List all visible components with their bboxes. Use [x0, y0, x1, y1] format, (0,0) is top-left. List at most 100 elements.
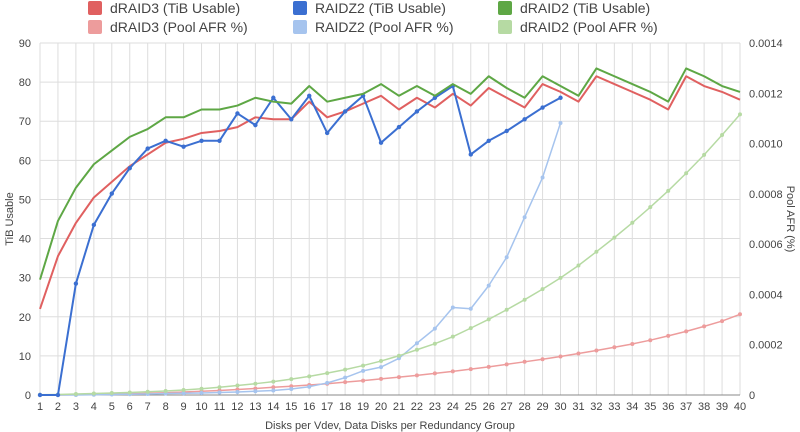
legend-item: dRAID3 (TiB Usable) [88, 0, 240, 16]
y-tick-label: 20 [19, 312, 31, 324]
data-point [504, 307, 509, 312]
series-3 [39, 67, 741, 280]
x-tick-label: 6 [127, 401, 133, 413]
series-line [39, 67, 741, 280]
series-line [40, 85, 561, 396]
x-tick-label: 37 [680, 401, 692, 413]
series-1 [39, 75, 741, 310]
data-point [414, 341, 419, 346]
data-point [522, 359, 527, 364]
data-point [414, 109, 420, 114]
data-point [289, 117, 294, 122]
data-point [109, 191, 114, 196]
data-point [199, 138, 204, 143]
data-point [738, 112, 742, 117]
data-point [702, 152, 707, 157]
x-tick-label: 36 [662, 401, 674, 413]
x-tick-label: 7 [145, 401, 151, 413]
data-point [361, 378, 366, 383]
data-point [199, 390, 204, 395]
x-tick-label: 11 [214, 401, 225, 413]
data-point [163, 388, 168, 393]
legend-label: dRAID3 (Pool AFR %) [110, 19, 248, 35]
data-point [379, 365, 384, 370]
y2-tick-label: 0.0014 [749, 38, 783, 50]
y2-tick-label: 0 [749, 390, 755, 402]
data-point [450, 305, 455, 310]
legend-label: RAIDZ2 (TiB Usable) [315, 0, 446, 16]
data-point [145, 146, 150, 151]
x-tick-label: 8 [163, 401, 169, 413]
x-tick-label: 26 [483, 401, 495, 413]
legend-item: dRAID2 (Pool AFR %) [498, 19, 658, 35]
y2-tick-label: 0.0012 [749, 88, 783, 100]
data-point [217, 138, 222, 143]
data-point [181, 387, 186, 392]
data-point [468, 306, 473, 311]
data-point [720, 133, 725, 138]
y-tick-label: 60 [19, 155, 31, 167]
x-tick-label: 23 [429, 401, 441, 413]
data-point [486, 317, 491, 322]
y-tick-label: 10 [19, 351, 31, 363]
x-tick-label: 21 [393, 401, 405, 413]
data-point [343, 380, 348, 385]
data-point [325, 371, 330, 376]
data-point [486, 364, 491, 369]
x-tick-label: 33 [608, 401, 620, 413]
data-point [343, 375, 348, 380]
data-point [55, 392, 61, 398]
legend-label: dRAID3 (TiB Usable) [110, 0, 240, 16]
data-point [432, 326, 437, 331]
data-point [235, 111, 240, 116]
x-tick-label: 19 [357, 401, 369, 413]
x-tick-label: 15 [285, 401, 297, 413]
data-point [73, 391, 78, 396]
data-point [684, 171, 689, 176]
x-tick-label: 20 [375, 401, 387, 413]
data-point [181, 144, 186, 149]
y2-tick-label: 0.0004 [749, 289, 783, 301]
data-point [612, 235, 617, 240]
data-point [271, 95, 276, 100]
data-point [702, 324, 707, 329]
y-tick-label: 0 [25, 390, 31, 402]
data-point [396, 375, 401, 380]
x-tick-label: 30 [554, 401, 566, 413]
legend-swatch [498, 1, 512, 15]
x-tick-label: 5 [109, 401, 115, 413]
series-4 [38, 312, 742, 397]
x-tick-label: 25 [465, 401, 477, 413]
data-point [289, 386, 294, 391]
data-point [612, 345, 617, 350]
data-point [450, 369, 455, 374]
data-point [522, 215, 527, 220]
data-point [558, 95, 563, 100]
data-point [540, 357, 545, 362]
x-tick-label: 10 [195, 401, 207, 413]
y-tick-label: 30 [19, 273, 31, 285]
data-point [91, 222, 97, 228]
data-point [307, 93, 312, 99]
data-point [504, 362, 509, 367]
legend-swatch [293, 1, 307, 15]
legend-label: dRAID2 (TiB Usable) [520, 0, 650, 16]
data-point [594, 348, 599, 353]
x-tick-label: 35 [644, 401, 656, 413]
data-point [361, 363, 366, 368]
x-tick-label: 12 [231, 401, 243, 413]
x-tick-label: 38 [698, 401, 710, 413]
data-point [468, 152, 473, 157]
data-point [540, 287, 545, 292]
data-point [666, 188, 671, 193]
y-tick-label: 40 [19, 234, 31, 246]
data-point [396, 124, 402, 130]
series-line [39, 75, 741, 310]
data-point [738, 312, 742, 317]
data-point [253, 386, 258, 391]
y-tick-label: 50 [19, 194, 31, 206]
series-line [39, 113, 741, 396]
data-point [73, 281, 79, 286]
x-tick-label: 13 [249, 401, 261, 413]
